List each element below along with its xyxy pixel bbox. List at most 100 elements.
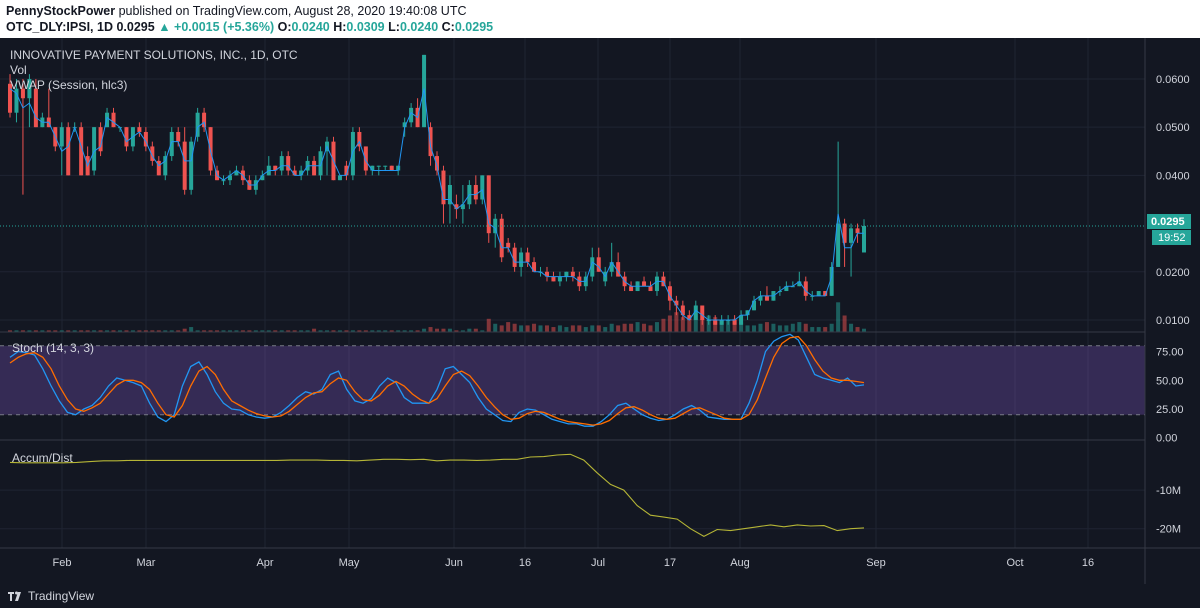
volume-bar	[357, 330, 362, 332]
volume-bar	[447, 328, 452, 332]
axes: Feb Mar Apr May Jun 16 Jul 17 Aug Sep Oct 16 0.0600 0…	[53, 74, 1190, 569]
accum-legend: Accum/Dist	[12, 451, 73, 465]
volume-bar	[609, 323, 614, 332]
time-tick-label: Jul	[591, 557, 605, 569]
candle-body	[111, 112, 116, 128]
time-tick-label: 17	[664, 557, 676, 569]
candle-body	[176, 131, 181, 142]
volume-bar	[532, 323, 537, 332]
volume-bar	[260, 330, 265, 332]
candle-body	[473, 185, 478, 200]
vol-legend: Vol	[10, 63, 27, 77]
stoch-band-fill	[0, 345, 1145, 415]
volume-bar	[312, 328, 317, 332]
volume-bar	[14, 330, 19, 332]
candle-body	[124, 127, 129, 147]
volume-bar	[836, 302, 841, 332]
volume-bar	[674, 312, 679, 332]
accum-tick-label: -10M	[1156, 485, 1181, 497]
candle-body	[693, 305, 698, 320]
volume-bar	[292, 330, 297, 332]
candle-body	[428, 127, 433, 157]
candle-body	[389, 165, 394, 171]
candle-body	[195, 112, 200, 137]
indicator-lines	[0, 88, 1145, 538]
chart-area[interactable]: Feb Mar Apr May Jun 16 Jul 17 Aug Sep Oct 16 0.0600 0…	[0, 38, 1200, 584]
volume-bar	[318, 330, 323, 332]
volume-bar	[279, 330, 284, 332]
volume-bar	[693, 313, 698, 332]
chart-svg[interactable]: Feb Mar Apr May Jun 16 Jul 17 Aug Sep Oct 16 0.0600 0…	[0, 38, 1200, 584]
volume-bar	[810, 327, 815, 332]
volume-bar	[98, 330, 103, 332]
candle-body	[648, 286, 653, 292]
footer: TradingView	[0, 584, 1200, 608]
candle-body	[674, 300, 679, 306]
candle-body	[14, 88, 19, 113]
stoch-band	[0, 345, 1145, 416]
candle-body	[745, 310, 750, 316]
candle-body	[273, 165, 278, 171]
volume-bar	[493, 323, 498, 332]
volume-bar	[305, 330, 310, 332]
volume-bar	[227, 330, 232, 332]
volume-bar	[53, 330, 58, 332]
last-price-badge	[1147, 214, 1191, 229]
candle-body	[7, 83, 13, 113]
candle-body	[409, 107, 414, 123]
candle-body	[20, 88, 25, 99]
candle-body	[700, 305, 705, 320]
candle-body	[519, 252, 524, 267]
open-label: O:	[277, 20, 292, 34]
time-tick-label: May	[339, 557, 360, 569]
grid	[0, 38, 1145, 548]
volume-bar	[777, 325, 782, 332]
volume-bar	[363, 330, 368, 332]
candle-body	[92, 127, 97, 171]
candle-body	[441, 170, 446, 205]
volume-bar	[143, 330, 148, 332]
volume-bar	[79, 330, 84, 332]
candle-body	[629, 286, 634, 292]
candle-body	[480, 175, 485, 200]
author-name[interactable]: PennyStockPower	[6, 4, 116, 18]
volume-bar	[247, 330, 252, 332]
volume-bar	[467, 328, 472, 332]
volume-bar	[27, 330, 32, 332]
time-tick-label: 16	[519, 557, 531, 569]
candle-body	[836, 223, 841, 267]
candle-body	[105, 112, 110, 128]
candle-body	[557, 276, 562, 282]
volume-bar	[46, 330, 51, 332]
volume-bar	[370, 330, 375, 332]
candle-body	[357, 131, 362, 147]
volume-bar	[480, 330, 485, 332]
low-label: L:	[388, 20, 400, 34]
volume-bar	[460, 330, 465, 332]
volume-bar	[861, 328, 867, 332]
candle-body	[169, 131, 174, 157]
volume-bar	[525, 325, 530, 332]
volume-bar	[105, 330, 110, 332]
volume-bar	[771, 323, 776, 332]
candle-body	[739, 315, 744, 325]
volume-bar	[758, 323, 763, 332]
candle-body	[292, 170, 297, 176]
volume-bar	[422, 328, 427, 332]
volume-bar	[596, 325, 601, 332]
volume-bar	[486, 318, 491, 332]
volume-bar	[150, 330, 155, 332]
volume-bar	[195, 330, 200, 332]
tradingview-logo-icon	[8, 590, 24, 602]
volume-bar	[499, 325, 504, 332]
volume-bar	[816, 327, 821, 332]
volume-bar	[299, 330, 304, 332]
candle-body	[823, 291, 828, 296]
volume-bar	[33, 330, 38, 332]
candle-body	[764, 295, 769, 301]
candle-body	[486, 175, 491, 234]
candle-body	[732, 319, 737, 325]
tradingview-logo[interactable]: TradingView	[8, 589, 94, 603]
volume-bar	[687, 318, 692, 332]
volume-bar	[454, 330, 459, 332]
